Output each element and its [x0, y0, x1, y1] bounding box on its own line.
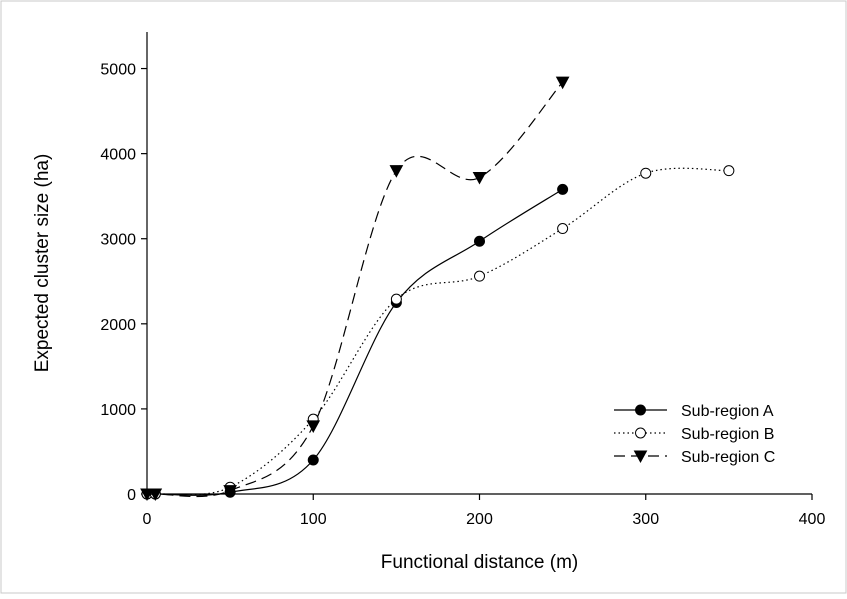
x-tick-label: 200: [466, 511, 493, 528]
data-point: [557, 223, 569, 235]
series-3: [140, 76, 570, 502]
legend: Sub-region A Sub-region B Sub-region C: [614, 403, 775, 466]
legend-item: Sub-region C: [614, 449, 775, 466]
data-point: [148, 488, 163, 502]
data-point: [557, 183, 569, 195]
plot-area: [140, 76, 735, 502]
x-tick-label: 400: [799, 511, 826, 528]
data-point: [723, 165, 735, 177]
data-point: [389, 165, 404, 178]
legend-item: Sub-region B: [614, 426, 774, 443]
data-point: [390, 293, 402, 305]
legend-label: Sub-region C: [681, 449, 775, 466]
legend-label: Sub-region A: [681, 403, 774, 420]
data-point: [472, 171, 487, 185]
x-tick-label: 300: [632, 511, 659, 528]
data-point: [223, 485, 237, 498]
data-point: [140, 488, 154, 502]
series-line: [145, 167, 729, 496]
data-point: [474, 270, 485, 282]
y-tick-label: 5000: [100, 62, 136, 79]
y-tick-label: 4000: [100, 147, 136, 164]
y-axis-title: Expected cluster size (ha): [32, 154, 53, 373]
legend-label: Sub-region B: [681, 426, 774, 443]
y-tick-label: 2000: [100, 317, 136, 334]
y-tick-label: 0: [127, 487, 136, 504]
legend-marker: [635, 404, 646, 416]
x-tick-label: 100: [300, 511, 327, 528]
data-point: [555, 76, 570, 90]
data-point: [306, 420, 321, 433]
legend-marker: [633, 450, 648, 464]
legend-marker: [635, 427, 646, 439]
legend-item: Sub-region A: [614, 403, 774, 420]
x-tick-label: 0: [143, 511, 152, 528]
x-axis-title: Functional distance (m): [381, 552, 578, 573]
data-point: [640, 167, 652, 179]
series-line: [145, 81, 564, 498]
data-point: [307, 454, 319, 466]
y-tick-label: 3000: [100, 232, 136, 249]
data-point: [474, 235, 485, 247]
y-tick-label: 1000: [100, 402, 136, 419]
